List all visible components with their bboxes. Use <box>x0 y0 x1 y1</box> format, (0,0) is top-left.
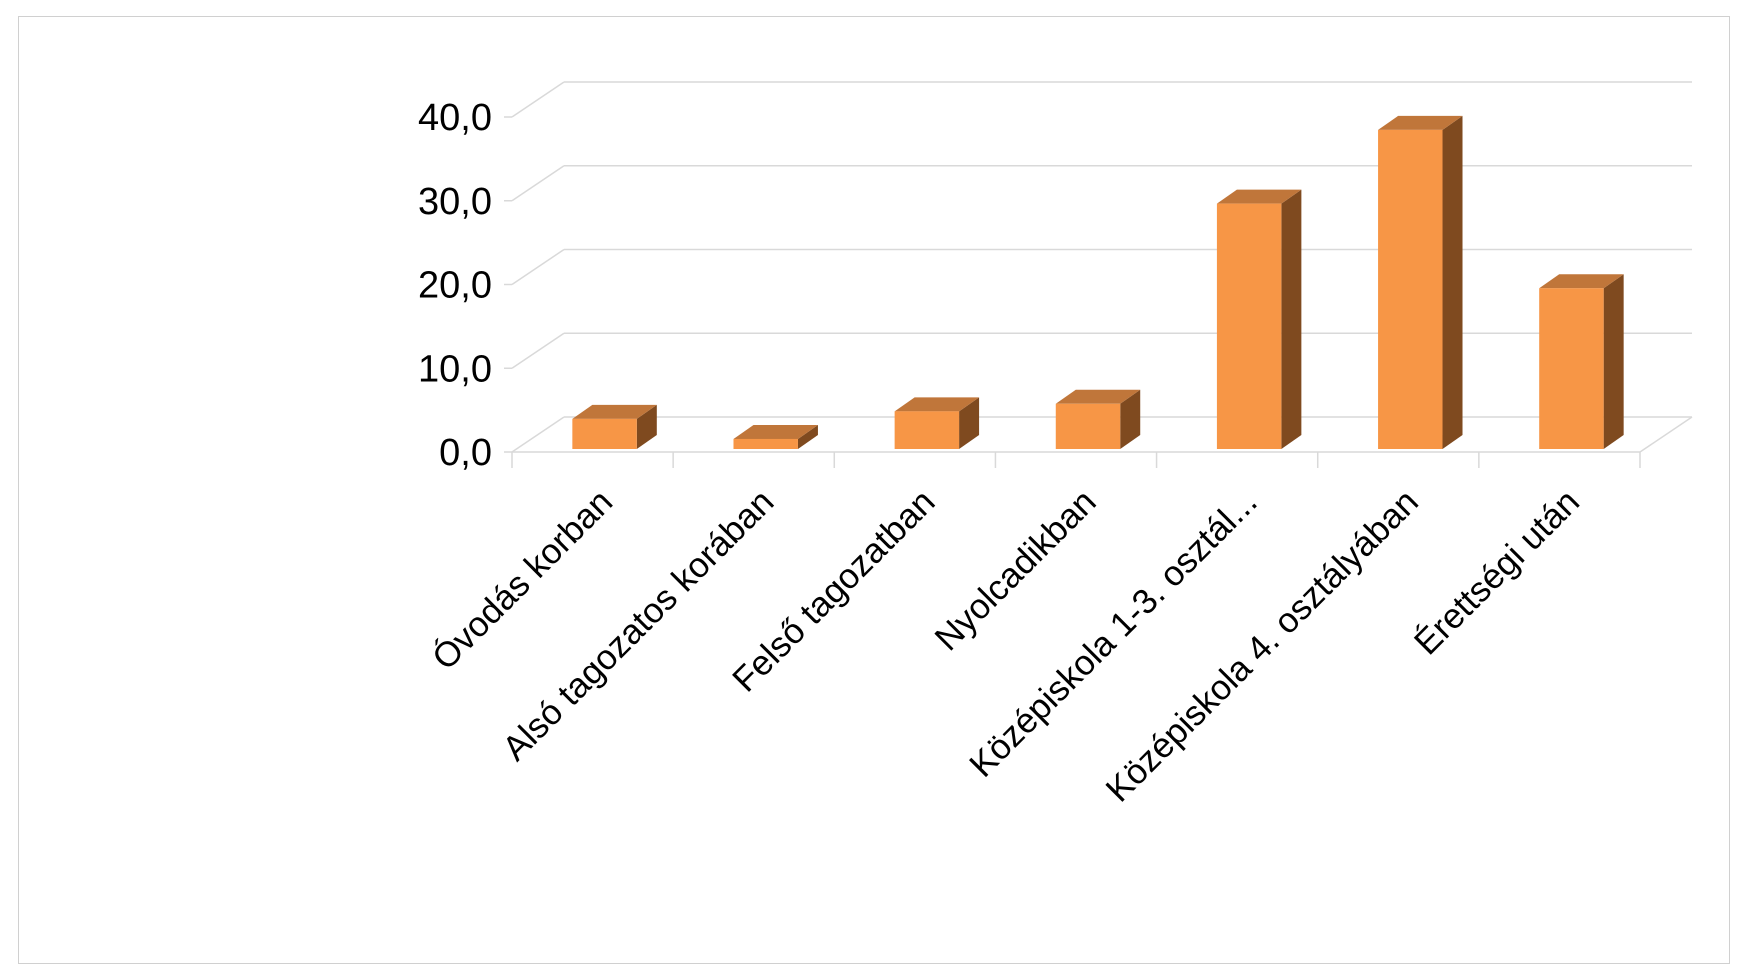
bar-side <box>1281 189 1302 450</box>
bar-side <box>636 404 657 449</box>
gridline-diagonal <box>511 81 565 118</box>
bar <box>1216 189 1302 450</box>
bar <box>1539 274 1624 449</box>
bar-top <box>572 404 657 419</box>
x-category-label: Nyolcadikban <box>927 482 1103 658</box>
bar-top <box>733 424 818 439</box>
x-category-label: Alsó tagozatos korában <box>495 482 781 768</box>
bar <box>733 424 818 449</box>
bar-side <box>1442 115 1463 449</box>
floor-edge <box>1639 416 1693 453</box>
y-tick-labels: 0,0 10,0 20,0 30,0 40,0 <box>418 97 492 474</box>
bar-front <box>572 418 637 449</box>
bar-front <box>894 411 960 449</box>
gridline-diagonal <box>511 416 565 453</box>
bars <box>572 115 1624 450</box>
bar <box>1055 389 1141 449</box>
gridline-diagonal <box>511 165 565 202</box>
bar-top <box>1378 115 1463 130</box>
bar-top <box>1539 274 1624 289</box>
bar-front <box>1539 288 1604 449</box>
bar-front <box>733 438 798 449</box>
bar-top <box>1055 389 1141 404</box>
bar-top <box>1216 189 1302 204</box>
y-tick-label: 40,0 <box>418 97 492 139</box>
bar <box>1378 115 1463 449</box>
bar-side <box>1120 389 1141 449</box>
x-category-label: Középiskola 1-3. osztál... <box>962 482 1265 785</box>
bar-front <box>1055 403 1121 449</box>
bar-side <box>797 424 818 449</box>
x-category-label: Érettségi után <box>1407 482 1587 662</box>
bar-side <box>959 397 980 449</box>
y-tick-label: 0,0 <box>439 432 492 474</box>
bar-front <box>1378 129 1443 449</box>
y-tick-label: 20,0 <box>418 265 492 307</box>
gridline-diagonal <box>511 332 565 369</box>
gridlines <box>511 81 1692 453</box>
y-tick-label: 30,0 <box>418 181 492 223</box>
bar-top <box>894 397 980 412</box>
bar <box>894 397 980 449</box>
gridline-diagonal <box>511 248 565 286</box>
bar <box>572 404 657 449</box>
y-tick-label: 10,0 <box>418 348 492 390</box>
x-category-label: Középiskola 4. osztályában <box>1098 482 1426 810</box>
bar-side <box>1603 274 1624 449</box>
axes <box>504 116 1693 468</box>
bar-front <box>1216 203 1282 449</box>
